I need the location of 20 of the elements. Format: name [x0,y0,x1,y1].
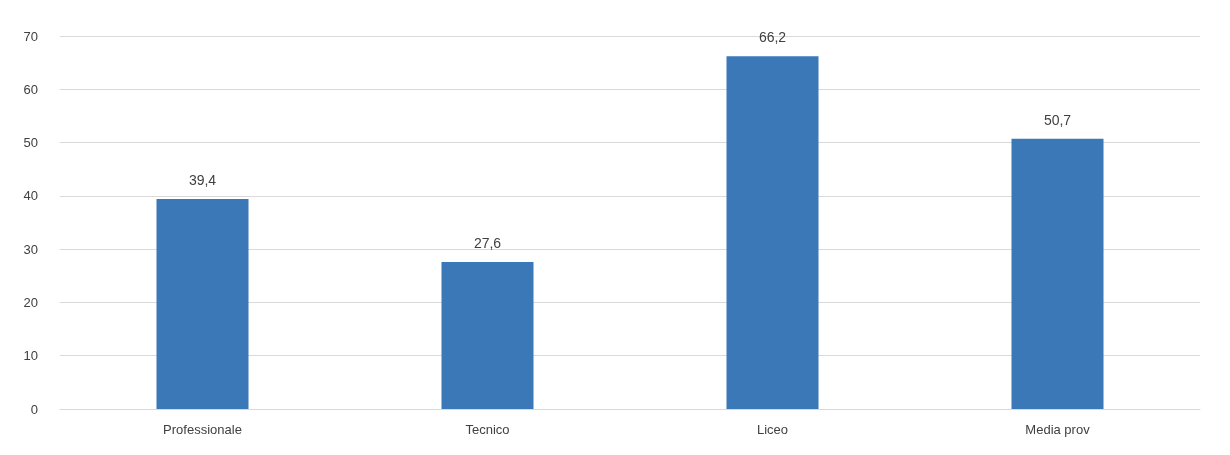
y-tick-label: 50 [23,135,38,151]
data-label: 66,2 [758,29,787,46]
x-tick-label: Tecnico [465,422,510,437]
data-label: 50,7 [1043,111,1072,128]
x-tick-label: Professionale [163,422,242,437]
data-label: 39,4 [188,172,217,189]
y-tick-label: 10 [23,348,38,364]
bar [156,199,249,409]
y-tick-label: 0 [30,401,38,417]
bar [441,261,534,409]
y-tick-label: 70 [23,28,38,44]
bar [1011,138,1104,409]
bar [726,56,819,409]
y-tick-label: 60 [23,81,38,97]
data-label: 27,6 [473,234,502,251]
x-tick-label: Media prov [1025,422,1091,437]
y-tick-label: 20 [23,294,38,310]
y-tick-label: 30 [23,241,38,257]
y-tick-label: 40 [23,188,38,204]
x-tick-label: Liceo [756,422,789,437]
